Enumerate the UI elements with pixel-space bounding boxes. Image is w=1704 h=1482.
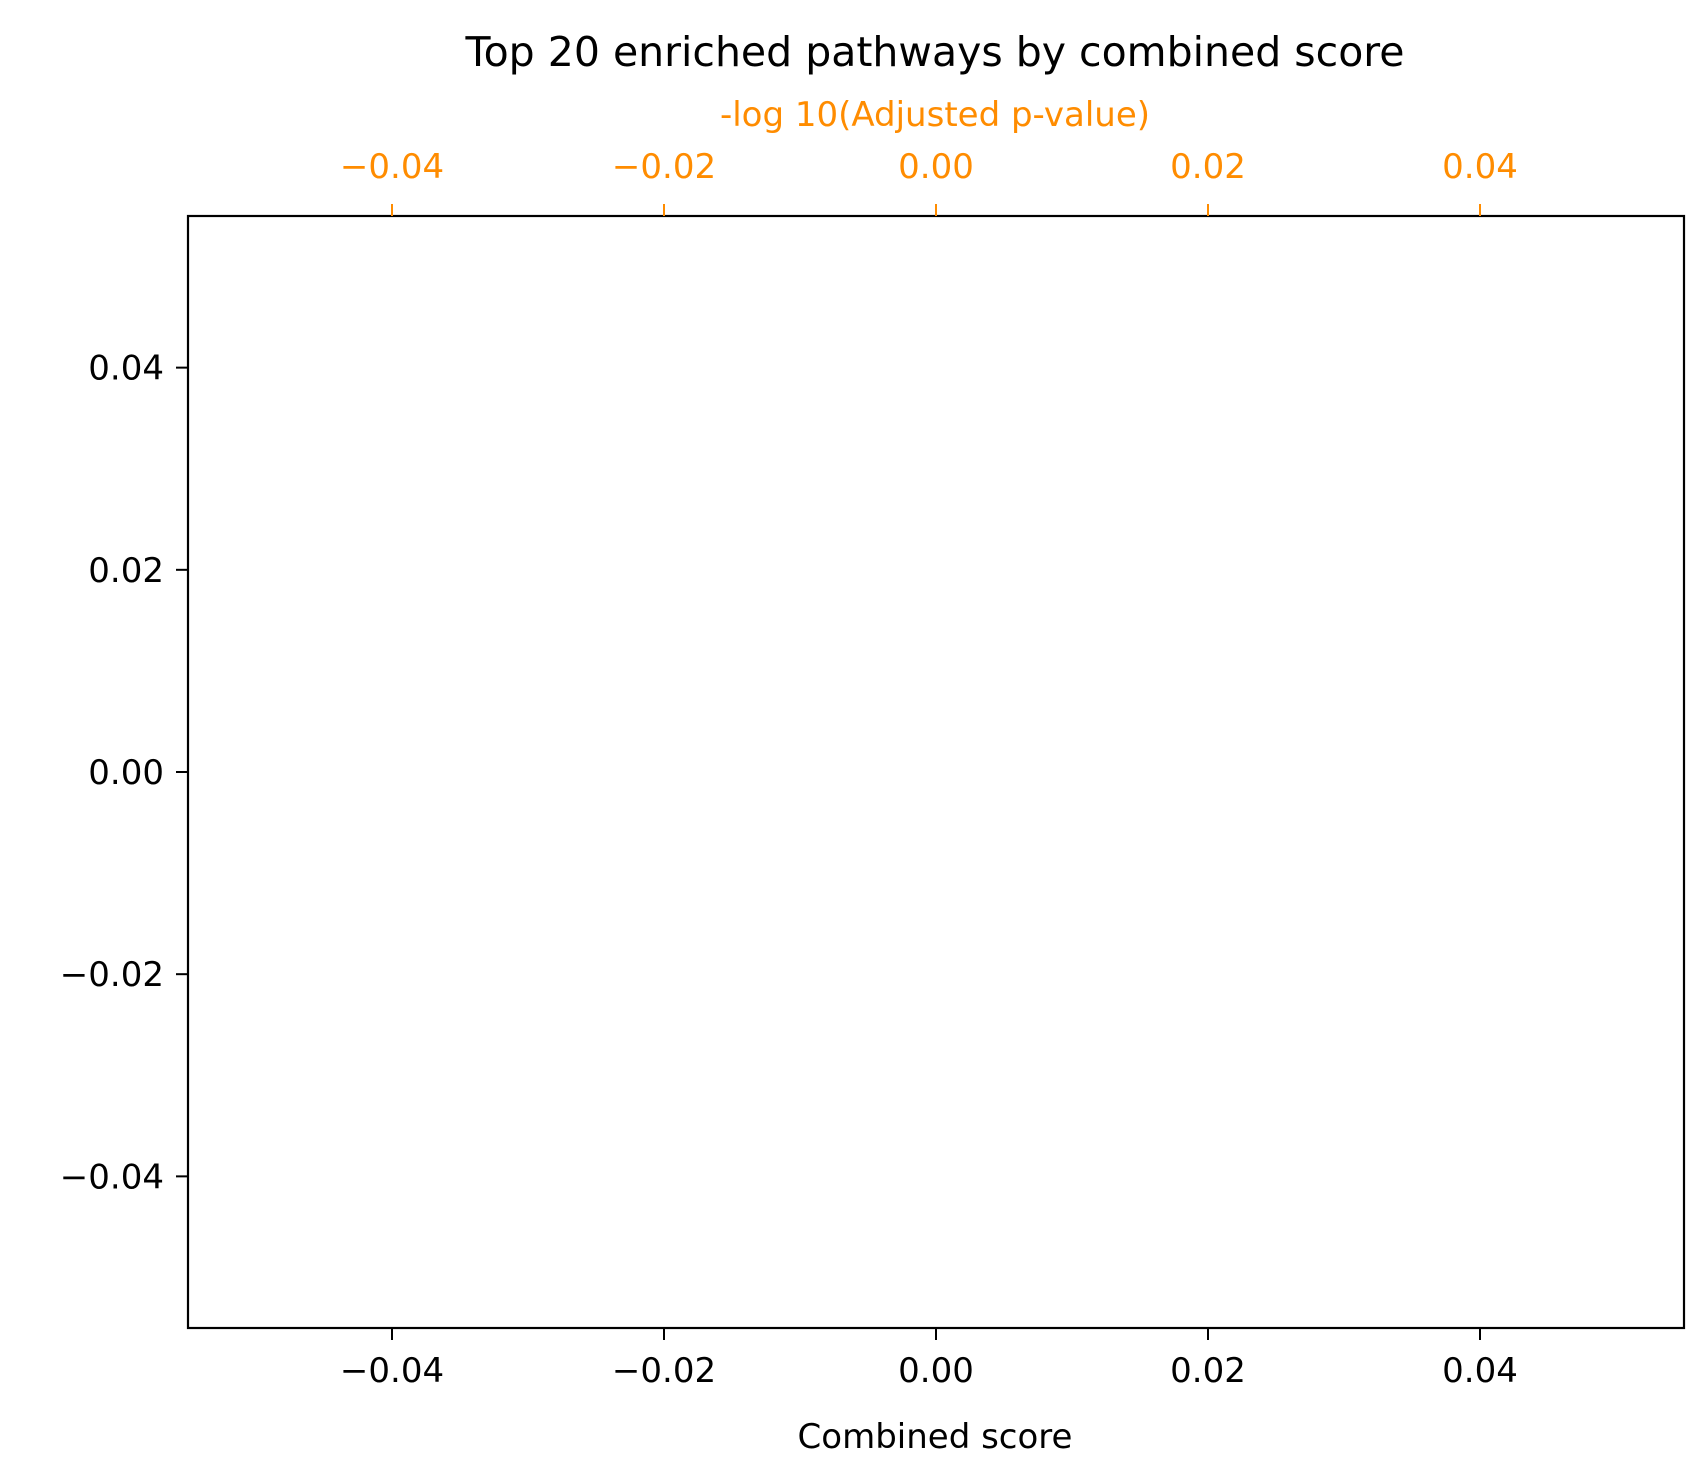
x2-tick-label: 0.04	[1442, 147, 1518, 187]
y-tick-label: 0.00	[88, 753, 164, 793]
plot-area	[186, 214, 1686, 1330]
x-axis-title: Combined score	[798, 1417, 1073, 1457]
y-axis: 0.04 0.02 0.00 −0.02 −0.04	[60, 349, 188, 1197]
x-tick-label: 0.00	[898, 1351, 974, 1391]
y-tick-label: −0.04	[60, 1157, 164, 1197]
x2-tick-label: −0.04	[340, 147, 444, 187]
chart-title: Top 20 enriched pathways by combined sco…	[465, 28, 1405, 76]
y-tick-label: 0.02	[88, 551, 164, 591]
y-tick-label: 0.04	[88, 349, 164, 389]
x-axis: −0.04 −0.02 0.00 0.02 0.04	[340, 1328, 1518, 1391]
x-tick-label: 0.04	[1442, 1351, 1518, 1391]
x2-tick-label: −0.02	[612, 147, 716, 187]
x-tick-label: 0.02	[1170, 1351, 1246, 1391]
x2-tick-label: 0.00	[898, 147, 974, 187]
top-x-axis: −0.04 −0.02 0.00 0.02 0.04	[340, 147, 1518, 216]
top-axis-title: -log 10(Adjusted p-value)	[720, 95, 1150, 135]
x-tick-label: −0.04	[340, 1351, 444, 1391]
x2-tick-label: 0.02	[1170, 147, 1246, 187]
x-tick-label: −0.02	[612, 1351, 716, 1391]
y-tick-label: −0.02	[60, 955, 164, 995]
